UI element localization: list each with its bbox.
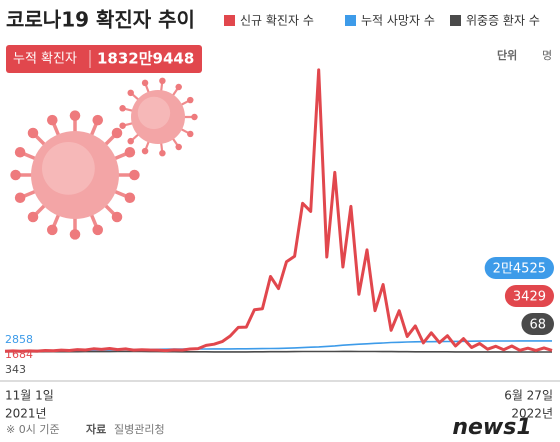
start-value-label: 343 <box>5 363 26 376</box>
legend-swatch <box>345 15 356 26</box>
start-value-label: 1684 <box>5 348 33 361</box>
unit-label: 단위 <box>497 48 517 62</box>
x-start-date: 11월 1일 <box>5 389 54 403</box>
footer-note: ※ 0시 기준 <box>6 423 60 436</box>
end-value-badge: 68 <box>521 313 554 335</box>
virus-tip <box>124 146 136 158</box>
badge <box>6 45 202 73</box>
virus-tip <box>14 146 26 158</box>
logo: news1 <box>452 415 531 440</box>
end-value-label: 3429 <box>513 290 546 305</box>
badge-label: 누적 확진자 <box>13 52 77 67</box>
virus-tip <box>159 149 166 157</box>
virus-tip <box>111 127 123 139</box>
series-line <box>5 350 552 353</box>
virus-tip <box>159 77 166 85</box>
virus-tip <box>46 224 58 236</box>
end-badge-bg <box>521 313 554 335</box>
virus-tip <box>119 122 126 129</box>
unit: 명 <box>542 49 552 62</box>
virus-tip <box>187 96 194 104</box>
start-value-label: 2858 <box>5 333 33 346</box>
end-value-badge: 2만4525 <box>484 257 554 279</box>
virus-tip <box>119 105 126 112</box>
title: 코로나19 확진자 추이 <box>6 8 195 32</box>
end-value-label: 2만4525 <box>493 262 546 277</box>
source-label: 자료 <box>86 422 106 436</box>
source: 질병관리청 <box>114 423 165 436</box>
legend-label: 신규 확진자 수 <box>240 14 314 28</box>
x-end-year: 2022년 <box>511 407 553 421</box>
virus-tip <box>124 192 136 204</box>
virus-core <box>137 96 171 130</box>
virus-tip <box>10 169 21 181</box>
legend-label: 위중증 환자 수 <box>466 14 540 28</box>
virus-tip <box>127 137 134 145</box>
legend-swatch <box>224 15 235 26</box>
virus-tip <box>141 147 149 155</box>
x-end-date: 6월 27일 <box>504 389 553 403</box>
virus-tip <box>92 114 104 126</box>
virus-tip <box>111 211 123 223</box>
virus-tip <box>69 229 81 240</box>
legend-label: 누적 사망자 수 <box>361 14 435 28</box>
end-badge-bg <box>484 257 554 279</box>
badge-value: 1832만9448 <box>97 50 194 68</box>
virus-tip <box>191 113 198 121</box>
end-value-label: 68 <box>529 318 546 333</box>
legend-swatch <box>450 15 461 26</box>
virus-tip <box>187 130 194 138</box>
virus-tip <box>46 114 58 126</box>
virus-tip <box>14 192 26 204</box>
virus-tip <box>141 79 149 87</box>
virus-tip <box>129 169 140 181</box>
virus-core <box>42 142 95 195</box>
end-badge-bg <box>504 285 554 307</box>
virus-tip <box>127 89 134 97</box>
virus-illustration <box>10 77 198 240</box>
virus-tip <box>69 110 81 121</box>
series-line <box>4 68 553 353</box>
end-value-badge: 3429 <box>504 285 554 307</box>
virus-tip <box>175 143 182 151</box>
x-start-year: 2021년 <box>5 407 47 421</box>
virus-tip <box>92 224 104 236</box>
virus-tip <box>27 127 39 139</box>
virus-tip <box>27 211 39 223</box>
virus-tip <box>175 83 182 91</box>
